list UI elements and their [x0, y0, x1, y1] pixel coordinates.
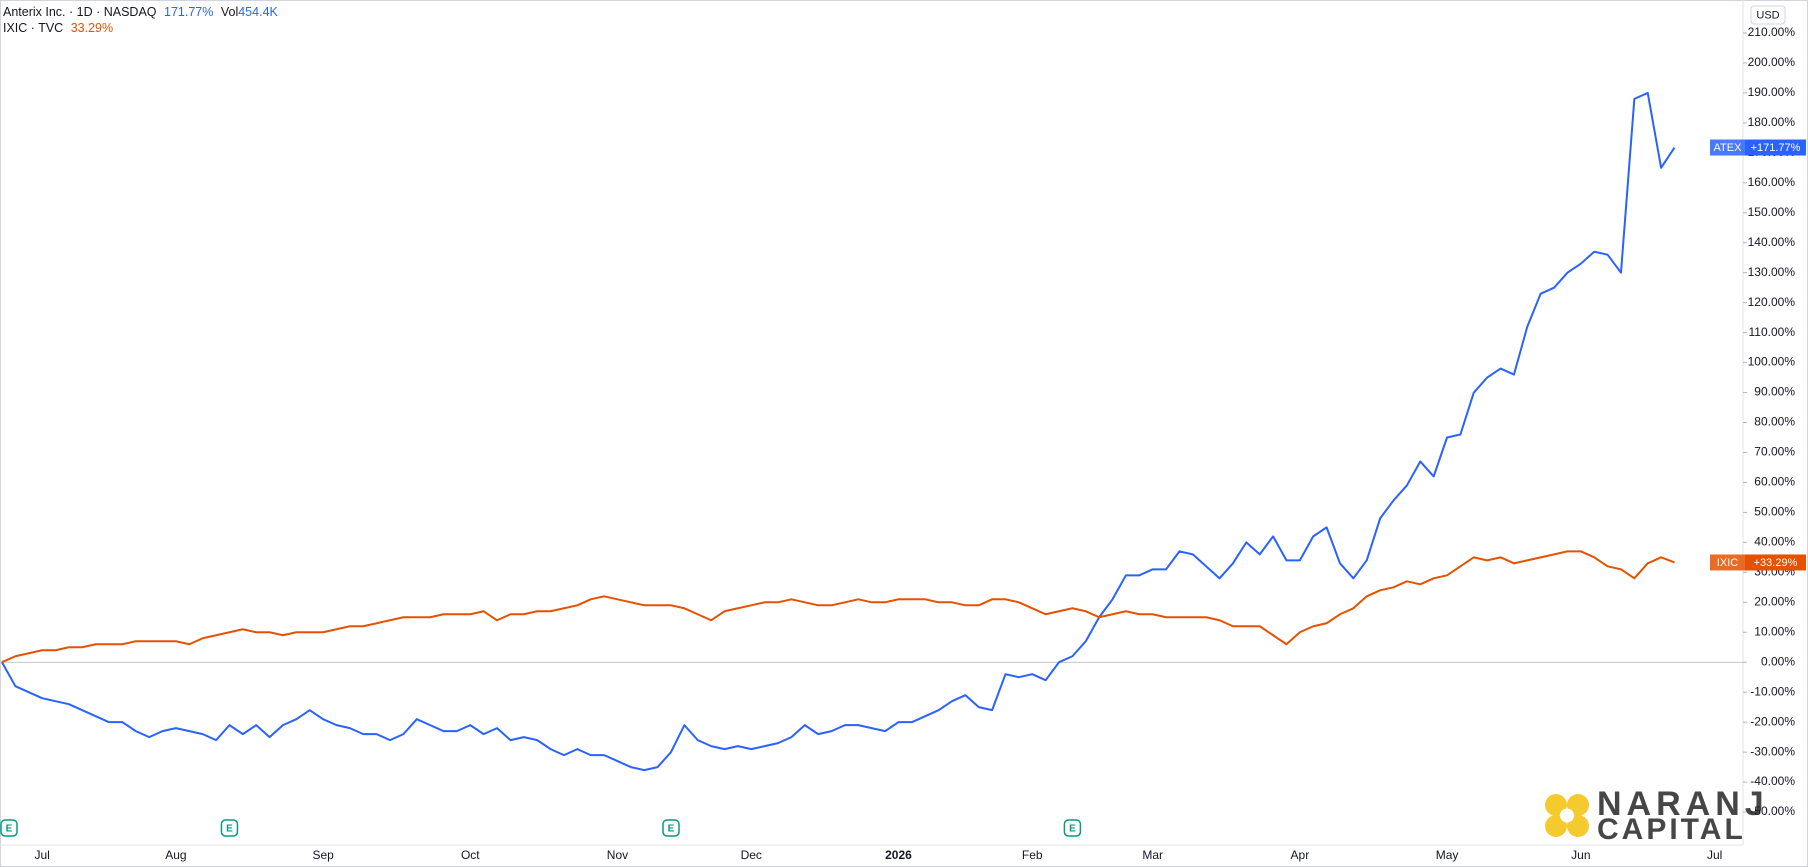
y-tick-label: 100.00%: [1748, 355, 1796, 369]
earnings-badge: [220, 819, 239, 837]
x-tick-label: Mar: [1142, 848, 1163, 862]
currency-box[interactable]: [1750, 5, 1786, 25]
x-tick-label: Aug: [165, 848, 186, 862]
x-tick-label: Oct: [461, 848, 480, 862]
y-tick-label: -10.00%: [1750, 684, 1795, 698]
logo-dot: [1567, 815, 1589, 837]
value-box: [1745, 554, 1806, 571]
legend-value: 171.77%: [164, 5, 213, 19]
y-tick-label: -50.00%: [1750, 804, 1795, 818]
x-tick-label: Apr: [1291, 848, 1310, 862]
earnings-label: E: [226, 824, 233, 835]
x-tick-label: Dec: [741, 848, 762, 862]
watermark: NARANJ CAPITAL: [1545, 785, 1769, 846]
legend-name: Anterix Inc. · 1D · NASDAQ: [3, 5, 157, 19]
y-tick-label: 20.00%: [1754, 594, 1795, 608]
earnings-label: E: [668, 824, 675, 835]
y-tick-label: 130.00%: [1748, 265, 1796, 279]
earnings-marker[interactable]: E: [220, 819, 239, 837]
logo-dot: [1545, 815, 1567, 837]
y-tick-label: 70.00%: [1754, 445, 1795, 459]
earnings-label: E: [1069, 824, 1076, 835]
ticker-box: [1710, 554, 1745, 571]
ticker: ATEX: [1714, 142, 1743, 154]
y-tick-label: 40.00%: [1754, 535, 1795, 549]
earnings-label: E: [6, 824, 13, 835]
x-tick-label: Jul: [1707, 848, 1722, 862]
y-tick-label: -40.00%: [1750, 774, 1795, 788]
series-line: [1, 550, 1675, 664]
x-tick-label: Sep: [312, 848, 334, 862]
watermark-line2: CAPITAL: [1597, 813, 1746, 846]
logo-dot: [1545, 794, 1567, 816]
watermark-line1: NARANJ: [1597, 785, 1769, 823]
earnings-marker[interactable]: E: [662, 819, 680, 837]
y-tick-label: 180.00%: [1748, 115, 1796, 129]
last-value-label: ATEX +171.77%: [1710, 139, 1806, 156]
legend-volume: 454.4K: [238, 5, 278, 19]
x-tick-label: 2026: [885, 848, 912, 862]
last-value: +33.29%: [1754, 557, 1798, 569]
y-tick-label: 200.00%: [1748, 55, 1796, 69]
earnings-marker[interactable]: E: [1063, 819, 1082, 837]
legend-main: Anterix Inc. · 1D · NASDAQ 171.77% Vol45…: [3, 5, 279, 19]
y-tick-label: 0.00%: [1761, 654, 1795, 668]
y-tick-label: 80.00%: [1754, 415, 1795, 429]
earnings-marker[interactable]: E: [0, 819, 18, 837]
value-box: [1745, 139, 1806, 156]
x-tick-label: May: [1436, 848, 1459, 862]
y-tick-label: 190.00%: [1748, 85, 1796, 99]
y-tick-label: 160.00%: [1748, 175, 1796, 189]
earnings-badge: [662, 819, 680, 837]
legend-name: IXIC · TVC: [3, 21, 63, 35]
ticker: IXIC: [1717, 557, 1738, 569]
x-tick-label: Feb: [1022, 848, 1043, 862]
earnings-badge: [0, 819, 18, 837]
x-tick-label: Nov: [607, 848, 628, 862]
legend-compare: IXIC · TVC 33.29%: [3, 21, 113, 35]
y-tick-label: 110.00%: [1749, 325, 1796, 339]
currency: USD: [1756, 9, 1779, 21]
y-tick-label: 150.00%: [1748, 205, 1796, 219]
y-tick-label: 140.00%: [1748, 235, 1796, 249]
last-value-label: IXIC +33.29%: [1710, 554, 1806, 571]
logo-dot: [1567, 794, 1589, 816]
y-tick-label: 210.00%: [1748, 25, 1796, 39]
y-tick-label: 50.00%: [1754, 505, 1795, 519]
series-line: [1, 91, 1676, 772]
y-tick-label: 120.00%: [1748, 295, 1796, 309]
x-tick-label: Jun: [1571, 848, 1590, 862]
earnings-badge: [1063, 819, 1082, 837]
logo-center: [1560, 808, 1574, 823]
y-tick-label: 90.00%: [1754, 385, 1795, 399]
y-tick-label: -30.00%: [1750, 744, 1795, 758]
y-tick-label: -20.00%: [1750, 714, 1795, 728]
last-value: +171.77%: [1751, 142, 1801, 154]
y-tick-label: 60.00%: [1754, 475, 1795, 489]
ticker-box: [1710, 139, 1745, 156]
legend-value: 33.29%: [71, 21, 113, 35]
legend-volume-label: Vol: [221, 5, 238, 19]
x-tick-label: Jul: [34, 848, 49, 862]
y-tick-label: 10.00%: [1754, 624, 1795, 638]
